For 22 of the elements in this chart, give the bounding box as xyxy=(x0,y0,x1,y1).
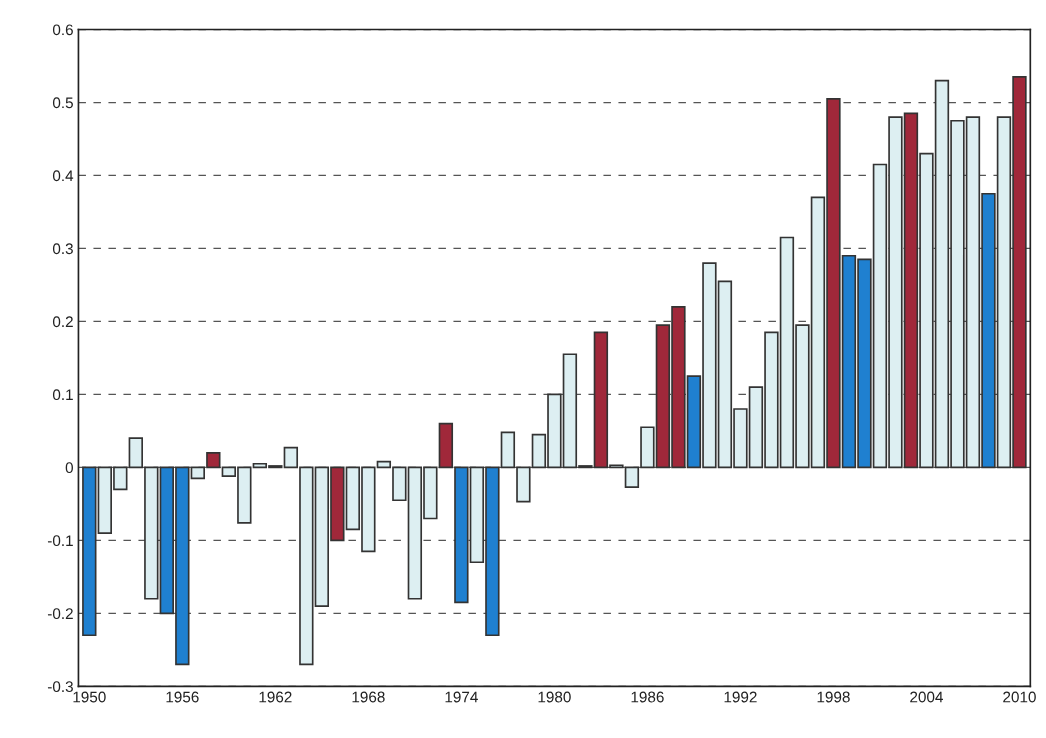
y-tick-label: 0.1 xyxy=(52,389,73,401)
y-tick-label: 0.4 xyxy=(52,170,74,182)
x-tick-label: 1974 xyxy=(445,691,478,703)
y-tick-label: 0.3 xyxy=(52,243,73,255)
y-tick-label: 0.5 xyxy=(52,97,73,109)
x-tick-label: 1968 xyxy=(352,691,385,703)
x-tick-label: 1950 xyxy=(73,691,106,703)
y-tick-label: 0.6 xyxy=(52,24,73,36)
x-tick-label: 1956 xyxy=(166,691,199,703)
x-tick-label: 2004 xyxy=(910,691,943,703)
y-tick-label: -0.3 xyxy=(47,681,73,693)
y-tick-label: -0.2 xyxy=(47,608,73,620)
x-tick-label: 1962 xyxy=(259,691,292,703)
y-tick-label: 0 xyxy=(65,462,73,474)
x-tick-label: 1998 xyxy=(817,691,850,703)
x-tick-label: 1992 xyxy=(724,691,757,703)
y-tick-label: -0.1 xyxy=(47,535,73,547)
x-tick-label: 2010 xyxy=(1003,691,1036,703)
y-tick-label: 0.2 xyxy=(52,316,73,328)
x-tick-label: 1986 xyxy=(631,691,664,703)
bar xyxy=(82,466,97,637)
x-tick-label: 1980 xyxy=(538,691,571,703)
